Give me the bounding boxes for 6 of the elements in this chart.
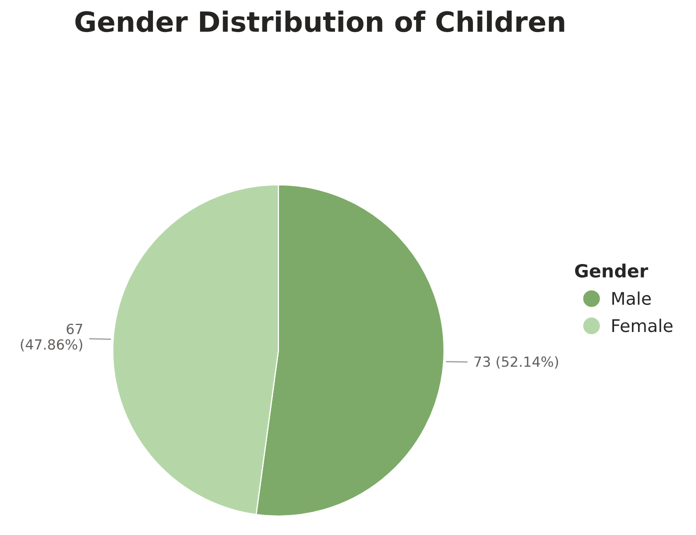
chart-title: Gender Distribution of Children bbox=[75, 10, 564, 32]
legend-label: Female bbox=[612, 318, 672, 332]
data-label: 67 (47.86%) bbox=[20, 324, 82, 352]
legend-label: Male bbox=[612, 292, 651, 305]
legend-title: Gender bbox=[575, 264, 648, 278]
data-label: 73 (52.14%) bbox=[474, 356, 558, 369]
